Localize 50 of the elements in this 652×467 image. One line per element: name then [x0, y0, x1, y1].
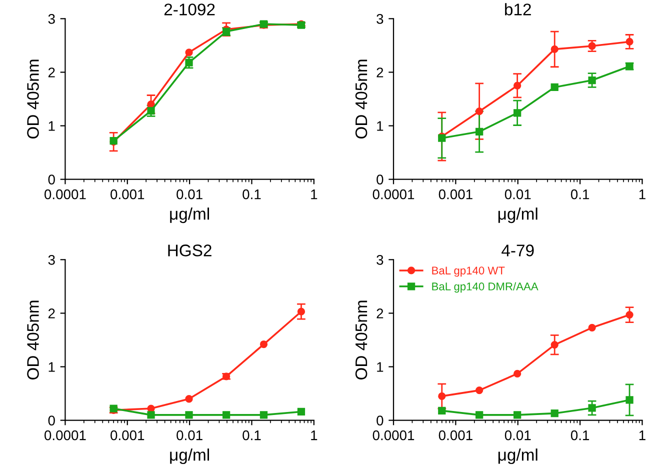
y-tick-label: 1: [48, 362, 55, 372]
x-tick-label: 0.01: [176, 189, 202, 200]
x-axis-title: μg/ml: [170, 208, 209, 224]
x-tick-label: 1: [311, 190, 318, 200]
x-tick-label: 0.0001: [44, 189, 86, 200]
y-tick-label: 2: [48, 308, 55, 318]
y-axis-title: OD 405nm: [27, 60, 39, 139]
y-tick-label: 0: [376, 416, 384, 426]
x-tick-label: 0.0001: [372, 189, 414, 200]
legend-label: BaL gp140 WT: [432, 266, 505, 277]
y-tick-label: 3: [376, 254, 384, 265]
x-tick-label: 0.1: [242, 189, 261, 200]
x-axis-title: μg/ml: [170, 448, 209, 464]
y-axis-title: OD 405nm: [27, 300, 39, 380]
y-tick-label: 1: [377, 121, 384, 131]
chart-title: b12: [505, 3, 531, 16]
x-axis-title: μg/ml: [498, 448, 538, 464]
x-tick-label: 0.01: [504, 430, 531, 440]
x-tick-label: 0.1: [570, 430, 590, 440]
y-tick-label: 0: [48, 174, 55, 184]
x-tick-label: 0.01: [504, 189, 531, 200]
y-tick-label: 3: [376, 14, 384, 24]
x-tick-label: 0.001: [110, 189, 144, 200]
x-tick-label: 0.01: [176, 430, 202, 440]
y-tick-label: 1: [48, 121, 55, 131]
x-tick-label: 0.1: [242, 430, 261, 440]
y-tick-label: 3: [48, 14, 55, 24]
x-tick-label: 0.0001: [44, 430, 86, 440]
y-tick-label: 2: [376, 68, 384, 78]
x-axis-title: μg/ml: [498, 208, 538, 224]
y-tick-label: 0: [48, 416, 55, 426]
chart-title: HGS2: [168, 244, 212, 256]
y-tick-label: 0: [376, 174, 384, 184]
y-tick-label: 2: [376, 308, 384, 318]
chart-title: 2-1092: [164, 4, 215, 16]
y-axis-title: OD 405nm: [355, 300, 368, 380]
y-axis-title: OD 405nm: [355, 60, 368, 139]
x-tick-label: 1: [639, 430, 646, 440]
x-tick-label: 0.001: [438, 189, 472, 200]
chart-title: 4-79: [502, 244, 534, 256]
x-tick-label: 0.001: [110, 430, 144, 440]
x-tick-label: 0.1: [570, 189, 590, 200]
x-tick-label: 1: [639, 190, 646, 200]
y-tick-label: 2: [48, 68, 55, 78]
x-tick-label: 1: [311, 430, 318, 440]
legend-label: BaL gp140 DMR/AAA: [432, 282, 538, 293]
y-tick-label: 3: [48, 254, 55, 265]
x-tick-label: 0.001: [438, 430, 472, 440]
y-tick-label: 1: [377, 362, 384, 372]
x-tick-label: 0.0001: [372, 430, 414, 440]
